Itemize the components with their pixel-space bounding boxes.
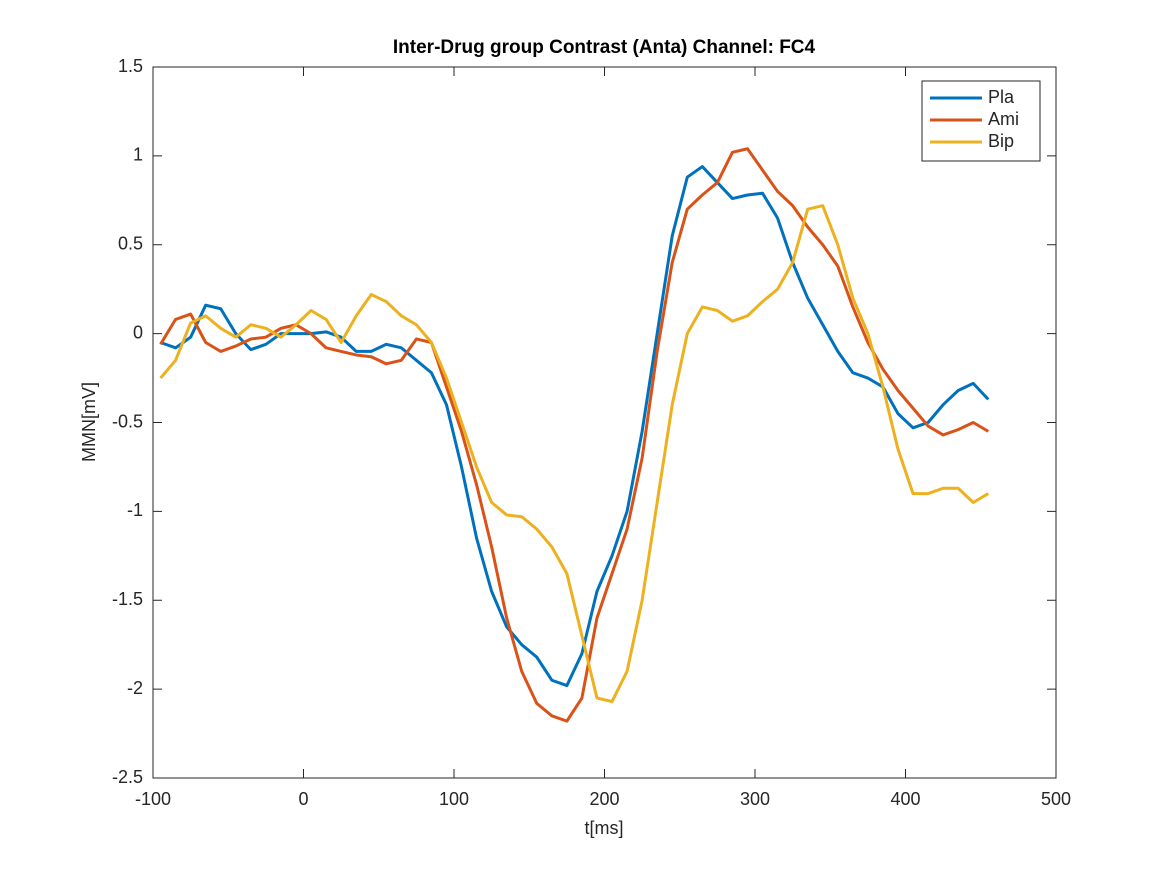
x-tick-label: 0 — [298, 789, 308, 809]
x-tick-label: 200 — [589, 789, 619, 809]
axes-box — [152, 66, 1057, 779]
x-tick-label: 400 — [890, 789, 920, 809]
y-tick-label: -0.5 — [112, 411, 143, 431]
y-tick-label: -1.5 — [112, 589, 143, 609]
series-line — [159, 147, 990, 723]
y-tick-label: 0 — [133, 322, 143, 342]
y-tick-label: 1.5 — [118, 56, 143, 76]
legend-label: Bip — [988, 131, 1014, 151]
x-tick-label: 300 — [740, 789, 770, 809]
y-tick-label: 0.5 — [118, 234, 143, 254]
y-tick-label: -2.5 — [112, 767, 143, 787]
y-axis-label: MMN[mV] — [79, 382, 99, 462]
legend-label: Pla — [988, 87, 1015, 107]
series-line — [159, 204, 990, 704]
y-tick-label: -2 — [127, 678, 143, 698]
series-line — [160, 165, 990, 688]
legend-label: Ami — [988, 109, 1019, 129]
y-tick-label: -1 — [127, 500, 143, 520]
x-tick-label: -100 — [135, 789, 171, 809]
x-tick-label: 100 — [439, 789, 469, 809]
x-tick-label: 500 — [1041, 789, 1071, 809]
y-tick-label: 1 — [133, 145, 143, 165]
x-axis-label: t[ms] — [585, 818, 624, 838]
chart-title: Inter-Drug group Contrast (Anta) Channel… — [393, 37, 816, 58]
